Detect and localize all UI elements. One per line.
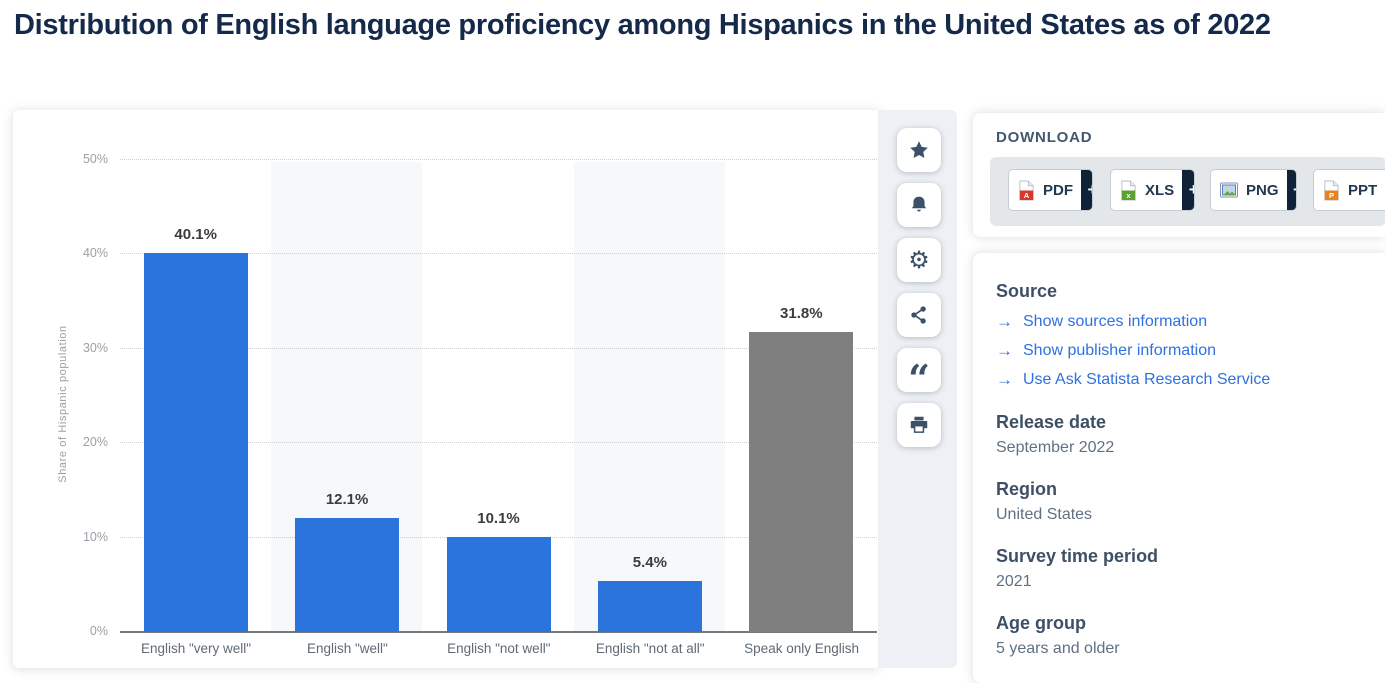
gear-button[interactable]: ⚙ bbox=[897, 238, 941, 282]
source-heading: Source bbox=[996, 281, 1058, 301]
source-links: → Show sources information → Show publisher… bbox=[996, 312, 1361, 390]
field-label: Region bbox=[996, 479, 1057, 499]
x-category-label: English "very well" bbox=[140, 641, 252, 656]
source-info-card: Source → Show sources information → Show pu… bbox=[973, 253, 1385, 683]
share-button[interactable] bbox=[897, 293, 941, 337]
download-pdf-button[interactable]: A PDF + bbox=[1008, 169, 1093, 211]
field-label: Survey time period bbox=[996, 546, 1159, 566]
y-tick-label: 50% bbox=[82, 152, 108, 166]
print-button[interactable] bbox=[897, 403, 941, 447]
download-format-label: XLS bbox=[1145, 181, 1175, 199]
field-value: September 2022 bbox=[996, 439, 1115, 456]
quote-button[interactable]: “ bbox=[897, 348, 941, 401]
star-button[interactable] bbox=[897, 128, 941, 172]
y-tick-label: 0% bbox=[89, 624, 108, 638]
x-category-label: English "not well" bbox=[447, 641, 551, 656]
download-format-label: PPT bbox=[1348, 181, 1378, 199]
download-format-label: PNG bbox=[1246, 181, 1279, 199]
y-tick-label: 10% bbox=[82, 529, 108, 544]
y-tick-label: 40% bbox=[82, 246, 108, 261]
chart-toolbar: ⚙ “ bbox=[878, 110, 957, 668]
arrow-right-icon: → bbox=[996, 312, 1013, 331]
xls-file-icon: x bbox=[1119, 180, 1138, 201]
field-value: 2021 bbox=[996, 573, 1032, 590]
svg-text:x: x bbox=[1126, 191, 1131, 200]
print-icon bbox=[908, 414, 930, 436]
bar-value-label: 31.8% bbox=[780, 304, 823, 322]
link-label: Show sources information bbox=[1023, 313, 1208, 330]
arrow-right-icon: → bbox=[996, 341, 1013, 360]
download-xls-button[interactable]: x XLS + bbox=[1110, 169, 1195, 211]
bar-5[interactable]: 31.8% bbox=[749, 305, 854, 632]
info-fields: Release date September 2022 Region United S… bbox=[996, 412, 1361, 658]
gridline: 40% bbox=[83, 246, 877, 260]
gear-icon: ⚙ bbox=[908, 246, 930, 274]
field-label: Release date bbox=[996, 412, 1107, 432]
x-category-label: Speak only English bbox=[744, 641, 859, 656]
field-value: United States bbox=[996, 506, 1093, 523]
source-link-show-publisher[interactable]: → Show publisher information bbox=[996, 341, 1361, 361]
share-icon bbox=[908, 304, 930, 326]
svg-text:A: A bbox=[1024, 191, 1030, 200]
download-format-label: PDF bbox=[1043, 181, 1073, 199]
bar-value-label: 10.1% bbox=[477, 509, 520, 527]
download-plus-button[interactable]: + bbox=[1182, 170, 1194, 210]
source-link-show-sources[interactable]: → Show sources information bbox=[996, 312, 1361, 332]
svg-text:P: P bbox=[1329, 191, 1334, 200]
png-file-icon bbox=[1219, 180, 1239, 200]
bell-button[interactable] bbox=[897, 183, 941, 227]
star-icon bbox=[908, 139, 930, 161]
ppt-file-icon: P bbox=[1322, 180, 1341, 201]
gridline: 30% bbox=[83, 341, 877, 355]
bar-1[interactable]: 40.1% bbox=[143, 226, 248, 632]
x-axis-line: 0% bbox=[90, 624, 877, 638]
arrow-right-icon: → bbox=[996, 370, 1013, 389]
bell-icon bbox=[908, 194, 930, 216]
quote-icon: “ bbox=[908, 356, 930, 401]
source-link-use-ask[interactable]: → Use Ask Statista Research Service bbox=[996, 370, 1361, 390]
download-heading: DOWNLOAD bbox=[996, 129, 1093, 146]
x-category-label: English "not at all" bbox=[595, 641, 705, 656]
bar-value-label: 40.1% bbox=[174, 226, 217, 244]
bar-4[interactable]: 5.4% bbox=[597, 554, 702, 632]
bar-3[interactable]: 10.1% bbox=[446, 510, 551, 632]
plot-area: 10% 20% 30% 40% 50% 0% 40.1% English "very well… bbox=[83, 110, 877, 656]
bar-2[interactable]: 12.1% bbox=[295, 491, 400, 632]
x-category-label: English "well" bbox=[306, 641, 388, 656]
gridline: 20% bbox=[83, 435, 877, 449]
gridline: 50% bbox=[83, 152, 877, 166]
link-label: Show publisher information bbox=[1023, 342, 1216, 359]
pdf-file-icon: A bbox=[1017, 180, 1036, 201]
y-tick-label: 20% bbox=[82, 435, 108, 450]
bar-value-label: 12.1% bbox=[325, 490, 369, 508]
y-tick-label: 30% bbox=[82, 340, 108, 355]
chart-card: Share of Hispanic population 10% 20% 30% 40… bbox=[13, 110, 878, 668]
download-png-button[interactable]: PNG + bbox=[1210, 169, 1297, 211]
field-value: 5 years and older bbox=[996, 640, 1120, 657]
bar-value-label: 5.4% bbox=[632, 554, 667, 572]
download-plus-button[interactable]: + bbox=[1286, 170, 1296, 210]
column-stripe bbox=[574, 162, 726, 632]
page-title: Distribution of English language profici… bbox=[14, 9, 1271, 41]
download-plus-button[interactable]: + bbox=[1081, 170, 1092, 210]
field-label: Age group bbox=[996, 613, 1086, 633]
link-label: Use Ask Statista Research Service bbox=[1023, 371, 1271, 388]
